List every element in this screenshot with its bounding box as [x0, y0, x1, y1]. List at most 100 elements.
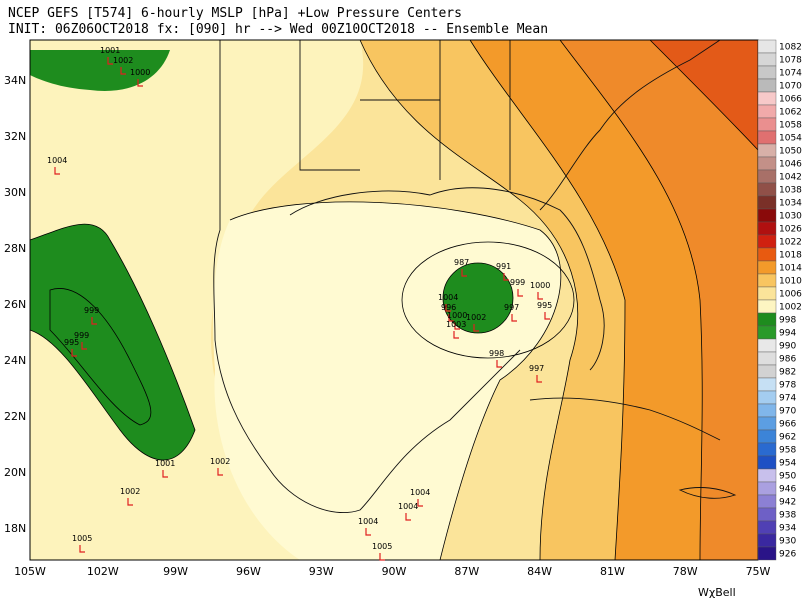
colorbar-label: 1010 [779, 277, 802, 287]
map-fill [30, 40, 758, 560]
colorbar-label: 938 [779, 511, 796, 521]
latitude-label: 28N [4, 242, 26, 255]
low-marker [405, 513, 411, 521]
low-marker [517, 289, 523, 297]
colorbar-label: 1082 [779, 43, 802, 53]
colorbar-label: 974 [779, 394, 796, 404]
colorbar-swatch [757, 533, 777, 548]
latitude-label: 30N [4, 186, 26, 199]
colorbar-swatch [757, 468, 777, 483]
longitude-label: 90W [382, 565, 407, 578]
longitude-label: 99W [163, 565, 188, 578]
colorbar-label: 1046 [779, 160, 802, 170]
low-marker [217, 468, 223, 476]
colorbar-swatch [757, 403, 777, 418]
colorbar-label: 1074 [779, 69, 802, 79]
longitude-label: 75W [746, 565, 771, 578]
low-label: 999 [84, 306, 99, 315]
colorbar-swatch [757, 299, 777, 314]
latitude-label: 18N [4, 522, 26, 535]
colorbar-swatch [757, 208, 777, 223]
colorbar-label: 950 [779, 472, 796, 482]
low-label: 998 [489, 349, 504, 358]
low-label: 991 [496, 262, 511, 271]
colorbar-label: 1062 [779, 108, 802, 118]
low-marker [537, 292, 543, 300]
colorbar-swatch [757, 546, 777, 561]
colorbar-swatch [757, 442, 777, 457]
low-label: 1000 [447, 311, 467, 320]
colorbar-swatch [757, 169, 777, 184]
colorbar-swatch [757, 117, 777, 132]
low-marker [473, 324, 479, 332]
low-label: 1002 [113, 56, 133, 65]
colorbar-swatch [757, 338, 777, 353]
colorbar-swatch [757, 390, 777, 405]
colorbar-label: 1018 [779, 251, 802, 261]
low-label: 1004 [438, 293, 458, 302]
low-marker [379, 553, 385, 561]
colorbar-label: 926 [779, 550, 796, 560]
low-label: 1004 [47, 156, 67, 165]
colorbar-swatch [757, 494, 777, 509]
colorbar-label: 1014 [779, 264, 802, 274]
low-label: 1004 [358, 517, 378, 526]
colorbar-swatch [757, 234, 777, 249]
colorbar-label: 998 [779, 316, 796, 326]
low-label: 996 [441, 303, 456, 312]
longitude-label: 105W [14, 565, 46, 578]
colorbar-label: 954 [779, 459, 796, 469]
longitude-label: 96W [236, 565, 261, 578]
colorbar-label: 1078 [779, 56, 802, 66]
low-label: 999 [510, 278, 525, 287]
colorbar-label: 1066 [779, 95, 802, 105]
colorbar-swatch [757, 221, 777, 236]
colorbar-swatch [757, 312, 777, 327]
colorbar-swatch [757, 130, 777, 145]
colorbar-label: 1006 [779, 290, 802, 300]
low-marker [365, 528, 371, 536]
latitude-label: 32N [4, 130, 26, 143]
colorbar-swatch [757, 286, 777, 301]
coastlines [213, 39, 737, 514]
low-marker [81, 342, 87, 350]
colorbar-swatch [757, 182, 777, 197]
low-marker [503, 273, 509, 281]
colorbar-label: 1026 [779, 225, 802, 235]
low-marker [162, 470, 168, 478]
latitude-label: 22N [4, 410, 26, 423]
header-line: INIT: 06Z06OCT2018 fx: [090] hr --> Wed … [8, 22, 548, 37]
brand: WχBell [698, 586, 736, 599]
colorbar-label: 990 [779, 342, 796, 352]
colorbar-swatch [757, 416, 777, 431]
colorbar-label: 970 [779, 407, 796, 417]
colorbar-swatch [757, 260, 777, 275]
low-label: 995 [64, 338, 79, 347]
longitude-labels: 105W 102W 99W 96W 93W 90W 87W 84W 81W 78W 75W [14, 565, 770, 578]
colorbar-swatch [757, 364, 777, 379]
colorbar-label: 962 [779, 433, 796, 443]
latitude-label: 26N [4, 298, 26, 311]
low-label: 1005 [72, 534, 92, 543]
colorbar-swatch [757, 520, 777, 535]
colorbar-label: 1030 [779, 212, 802, 222]
low-marker [137, 79, 143, 87]
colorbar-swatch [757, 52, 777, 67]
colorbar: 1082 1078 1074 1070 1066 1062 1058 1054 1050 1046… [757, 39, 802, 561]
header-line: NCEP GEFS [T574] 6-hourly MSLP [hPa] +Lo… [8, 6, 462, 21]
colorbar-label: 1070 [779, 82, 802, 92]
colorbar-label: 934 [779, 524, 796, 534]
colorbar-swatch [757, 507, 777, 522]
longitude-label: 81W [600, 565, 625, 578]
colorbar-swatch [757, 325, 777, 340]
colorbar-swatch [757, 455, 777, 470]
low-marker [453, 331, 459, 339]
colorbar-label: 1022 [779, 238, 802, 248]
colorbar-swatch [757, 78, 777, 93]
low-label: 997 [504, 303, 519, 312]
low-label: 1002 [120, 487, 140, 496]
colorbar-swatch [757, 481, 777, 496]
low-marker [120, 67, 126, 75]
